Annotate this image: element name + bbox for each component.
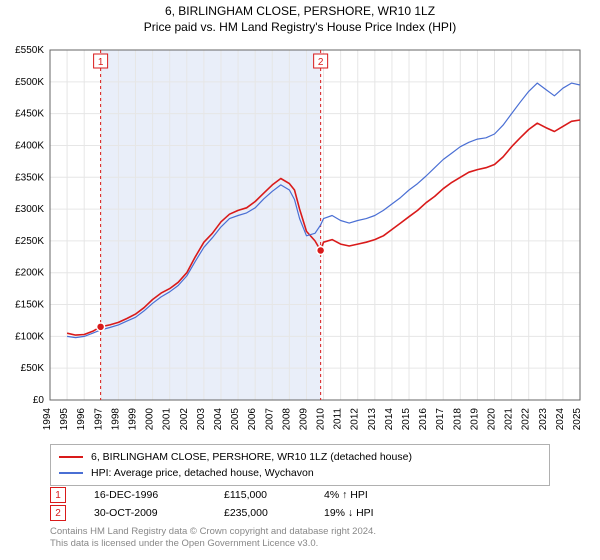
marker-delta: 4% ↑ HPI xyxy=(324,489,368,501)
svg-text:2009: 2009 xyxy=(298,408,309,431)
svg-text:2018: 2018 xyxy=(452,408,463,431)
footer-line1: Contains HM Land Registry data © Crown c… xyxy=(50,526,550,538)
svg-text:2000: 2000 xyxy=(145,408,156,431)
footer-attribution: Contains HM Land Registry data © Crown c… xyxy=(50,526,550,550)
svg-text:2002: 2002 xyxy=(179,408,190,431)
svg-text:2013: 2013 xyxy=(367,408,378,431)
legend: 6, BIRLINGHAM CLOSE, PERSHORE, WR10 1LZ … xyxy=(50,444,550,486)
chart-area: £0 £50K £100K £150K £200K £250K £300K £350K £400… xyxy=(0,40,600,440)
svg-text:2015: 2015 xyxy=(401,408,412,431)
svg-text:2012: 2012 xyxy=(350,408,361,431)
marker-date: 30-OCT-2009 xyxy=(94,507,224,519)
marker-date: 16-DEC-1996 xyxy=(94,489,224,501)
svg-text:1994: 1994 xyxy=(42,408,53,431)
svg-text:2006: 2006 xyxy=(247,408,258,431)
legend-swatch xyxy=(59,472,83,474)
svg-text:£150K: £150K xyxy=(15,300,44,311)
svg-text:2017: 2017 xyxy=(435,408,446,431)
svg-text:2014: 2014 xyxy=(384,408,395,431)
marker-price: £115,000 xyxy=(224,489,324,501)
svg-text:1997: 1997 xyxy=(93,408,104,431)
marker-number-box: 1 xyxy=(50,487,66,503)
svg-text:2023: 2023 xyxy=(538,408,549,431)
svg-text:1: 1 xyxy=(98,57,104,68)
svg-text:£100K: £100K xyxy=(15,331,44,342)
svg-text:£400K: £400K xyxy=(15,140,44,151)
svg-text:2004: 2004 xyxy=(213,408,224,431)
titles: 6, BIRLINGHAM CLOSE, PERSHORE, WR10 1LZ … xyxy=(0,0,600,34)
legend-label: 6, BIRLINGHAM CLOSE, PERSHORE, WR10 1LZ … xyxy=(91,451,412,463)
svg-text:2024: 2024 xyxy=(555,408,566,431)
svg-text:2011: 2011 xyxy=(333,408,344,430)
chart-svg: £0 £50K £100K £150K £200K £250K £300K £350K £400… xyxy=(0,40,600,440)
svg-text:£450K: £450K xyxy=(15,109,44,120)
marker-table: 1 16-DEC-1996£115,0004% ↑ HPI 2 30-OCT-2009… xyxy=(50,486,550,522)
svg-text:1995: 1995 xyxy=(59,408,70,431)
svg-text:2019: 2019 xyxy=(469,408,480,431)
svg-text:£500K: £500K xyxy=(15,77,44,88)
svg-text:£200K: £200K xyxy=(15,268,44,279)
svg-text:2010: 2010 xyxy=(316,408,327,431)
footer-line2: This data is licensed under the Open Gov… xyxy=(50,538,550,550)
svg-text:1999: 1999 xyxy=(127,408,138,431)
marker-delta: 19% ↓ HPI xyxy=(324,507,374,519)
svg-text:2021: 2021 xyxy=(504,408,515,431)
marker-row: 1 16-DEC-1996£115,0004% ↑ HPI xyxy=(50,486,550,504)
svg-text:1998: 1998 xyxy=(110,408,121,431)
legend-row: HPI: Average price, detached house, Wych… xyxy=(59,465,541,481)
svg-text:1996: 1996 xyxy=(76,408,87,431)
svg-text:2025: 2025 xyxy=(572,408,583,431)
svg-text:2007: 2007 xyxy=(264,408,275,431)
svg-text:£250K: £250K xyxy=(15,236,44,247)
svg-text:2001: 2001 xyxy=(162,408,173,431)
chart-subtitle: Price paid vs. HM Land Registry's House … xyxy=(0,20,600,34)
svg-text:2022: 2022 xyxy=(521,408,532,431)
svg-text:£0: £0 xyxy=(33,395,45,406)
svg-text:£50K: £50K xyxy=(21,363,45,374)
svg-text:2003: 2003 xyxy=(196,408,207,431)
svg-text:2005: 2005 xyxy=(230,408,241,431)
legend-swatch xyxy=(59,456,83,458)
marker-number-box: 2 xyxy=(50,505,66,521)
legend-label: HPI: Average price, detached house, Wych… xyxy=(91,467,314,479)
marker-row: 2 30-OCT-2009£235,00019% ↓ HPI xyxy=(50,504,550,522)
svg-text:2: 2 xyxy=(318,57,324,68)
svg-text:2020: 2020 xyxy=(487,408,498,431)
chart-container: 6, BIRLINGHAM CLOSE, PERSHORE, WR10 1LZ … xyxy=(0,0,600,560)
svg-text:£300K: £300K xyxy=(15,204,44,215)
svg-text:2016: 2016 xyxy=(418,408,429,431)
svg-text:2008: 2008 xyxy=(281,408,292,431)
svg-text:£350K: £350K xyxy=(15,172,44,183)
chart-title: 6, BIRLINGHAM CLOSE, PERSHORE, WR10 1LZ xyxy=(0,4,600,18)
legend-row: 6, BIRLINGHAM CLOSE, PERSHORE, WR10 1LZ … xyxy=(59,449,541,465)
marker-price: £235,000 xyxy=(224,507,324,519)
svg-text:£550K: £550K xyxy=(15,45,44,56)
